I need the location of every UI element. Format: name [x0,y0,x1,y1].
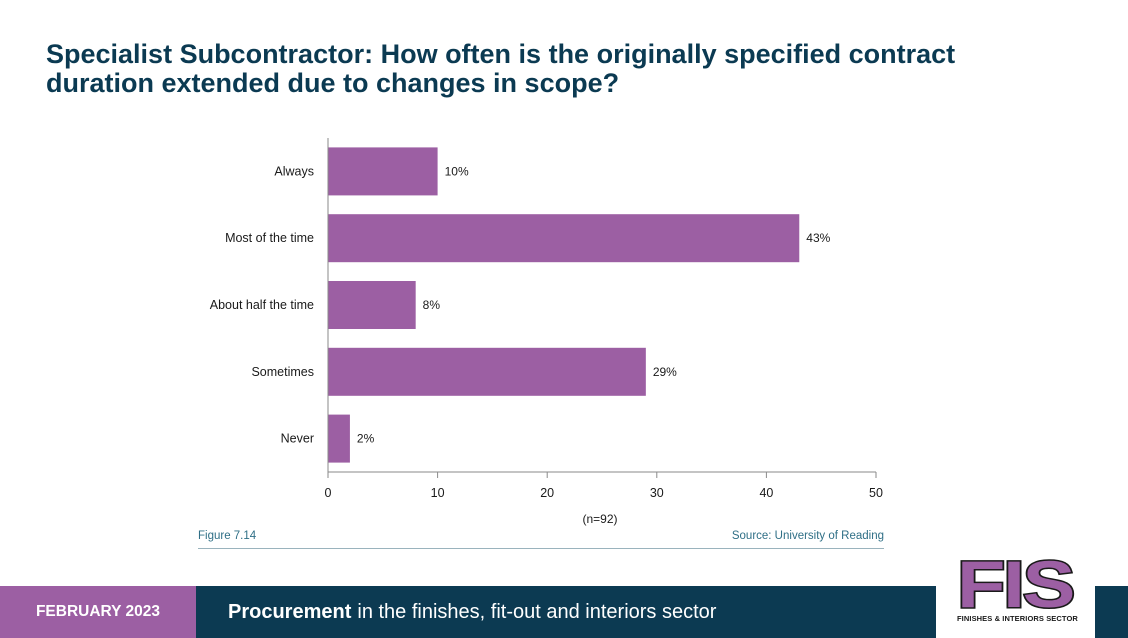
bar-0 [328,147,438,196]
x-tick-label: 20 [540,486,554,500]
logo-subtitle: FINISHES & INTERIORS SECTOR [957,614,1078,623]
category-label: Always [274,164,314,178]
value-label: 43% [806,231,830,245]
chart-title-line-1: Specialist Subcontractor: How often is t… [46,39,956,69]
bar-2 [328,281,416,329]
value-label: 10% [445,164,469,178]
bar-1 [328,214,800,263]
footer-title: Procurement in the finishes, fit-out and… [196,586,936,638]
category-label: About half the time [210,298,314,312]
footer-end-block [1095,586,1128,638]
divider [198,548,884,549]
chart-title-line-2: duration extended due to changes in scop… [46,68,620,98]
footer-title-bold: Procurement [228,600,352,623]
fis-logo: FIS [952,546,1078,630]
category-label: Sometimes [251,365,314,379]
sample-size-note: (n=92) [582,512,617,526]
category-label: Never [281,432,314,446]
x-tick-label: 30 [650,486,664,500]
value-label: 8% [423,298,441,312]
fis-logo-mark: FIS [956,546,1077,623]
footer-title-rest: in the finishes, fit-out and interiors s… [357,600,717,623]
bar-4 [328,414,350,463]
x-tick-label: 10 [431,486,445,500]
bar-chart: Always 10% Most of the time 43% About half t… [210,138,883,526]
value-label: 29% [653,365,677,379]
x-tick-label: 0 [325,486,332,500]
chart-title: Specialist Subcontractor: How often is t… [46,40,1086,98]
figure-label: Figure 7.14 [198,530,257,542]
source-note: Source: University of Reading [731,530,884,542]
bar-3 [328,347,646,396]
x-tick-label: 40 [759,486,773,500]
value-label: 2% [357,432,375,446]
category-label: Most of the time [225,231,314,245]
x-tick-label: 50 [869,486,883,500]
footer-date: FEBRUARY 2023 [0,586,196,638]
svg-text:FIS: FIS [957,550,1073,614]
